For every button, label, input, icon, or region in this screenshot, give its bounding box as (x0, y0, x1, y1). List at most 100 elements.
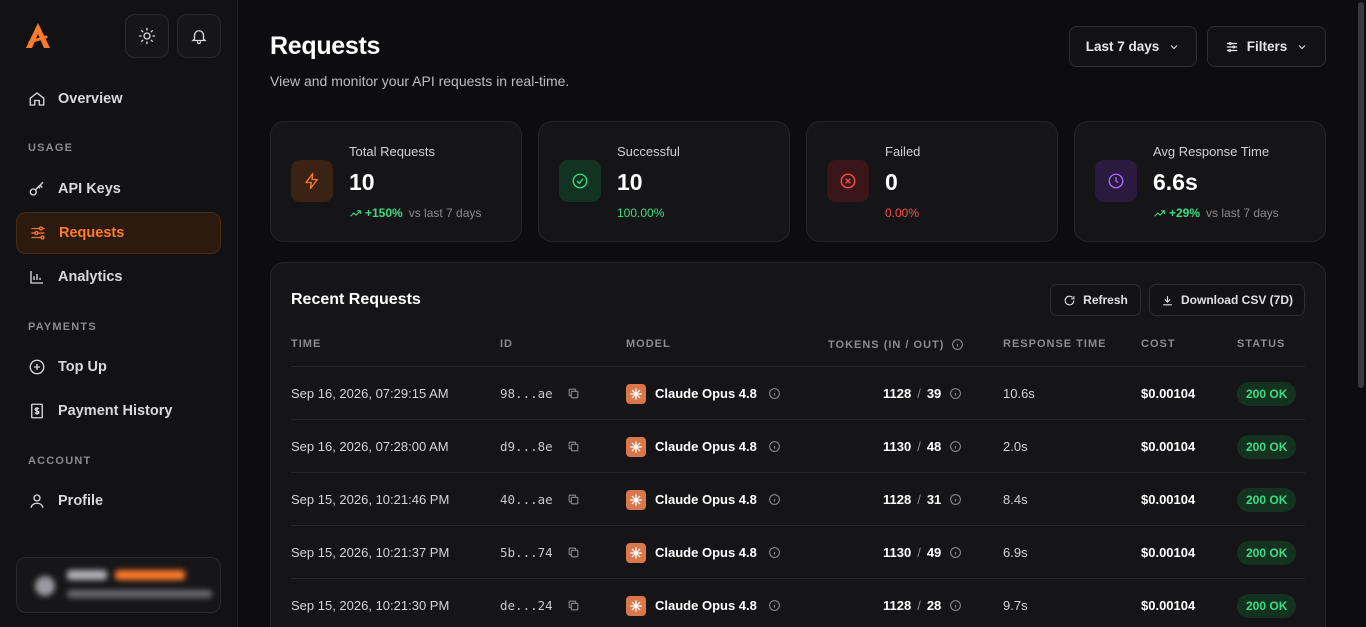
cell-cost: $0.00104 (1141, 386, 1196, 401)
stat-label: Successful (617, 144, 680, 159)
column-header-id: ID (500, 338, 513, 350)
bolt-icon (291, 160, 333, 202)
copy-icon[interactable] (567, 440, 580, 453)
stat-label: Failed (885, 144, 921, 159)
sun-icon (138, 27, 156, 45)
cell-status: 200 OK (1237, 473, 1297, 526)
refresh-label: Refresh (1083, 293, 1128, 307)
table-row[interactable]: Sep 15, 2026, 10:21:46 PM 40...ae Claude… (291, 472, 1305, 525)
info-icon[interactable] (949, 546, 962, 559)
copy-icon[interactable] (567, 599, 580, 612)
theme-toggle-button[interactable] (125, 14, 169, 58)
cell-cost: $0.00104 (1141, 545, 1196, 560)
sidebar-item-top-up[interactable]: Top Up (16, 346, 221, 388)
stat-value: 0 (885, 169, 898, 195)
column-header-tokens-label: TOKENS (IN / OUT) (828, 338, 945, 351)
copy-icon[interactable] (567, 546, 580, 559)
claude-logo-icon (626, 436, 646, 457)
column-header-status: STATUS (1237, 338, 1286, 350)
sidebar-item-profile[interactable]: Profile (16, 480, 221, 522)
logo-icon[interactable] (22, 20, 54, 52)
receipt-icon (31, 403, 43, 419)
clock-icon (1095, 160, 1137, 202)
cell-id: 5b...74 (500, 526, 580, 579)
user-menu-card[interactable] (16, 557, 221, 613)
filters-label: Filters (1246, 39, 1288, 54)
cell-id: 98...ae (500, 367, 580, 420)
sidebar-item-requests[interactable]: Requests (16, 212, 221, 254)
info-icon[interactable] (768, 599, 781, 612)
sidebar-item-api-keys[interactable]: API Keys (16, 168, 221, 210)
status-badge: 200 OK (1237, 487, 1297, 512)
cell-time: Sep 16, 2026, 07:28:00 AM (291, 439, 449, 454)
bell-icon (191, 30, 207, 45)
cell-cost: $0.00104 (1141, 598, 1196, 613)
bar-chart-icon (30, 271, 43, 284)
chevron-down-icon (1298, 44, 1306, 49)
status-badge: 200 OK (1237, 540, 1297, 565)
table-row[interactable]: Sep 16, 2026, 07:28:00 AM d9...8e Claude… (291, 419, 1305, 472)
page-subtitle: View and monitor your API requests in re… (270, 73, 570, 89)
sidebar-item-label: Payment History (58, 403, 173, 419)
cell-time: Sep 15, 2026, 10:21:30 PM (291, 598, 450, 613)
date-range-label: Last 7 days (1085, 39, 1160, 54)
copy-icon[interactable] (567, 493, 580, 506)
info-icon[interactable] (949, 599, 962, 612)
stat-card-total-requests: Total Requests 10 +150% vs last 7 days (270, 121, 522, 242)
sidebar-item-payment-history[interactable]: Payment History (16, 390, 221, 432)
date-range-select[interactable]: Last 7 days (1069, 26, 1197, 67)
cell-tokens: 1128 / 31 (883, 473, 962, 526)
stat-card-failed: Failed 0 0.00% (806, 121, 1058, 242)
tokens-out: 28 (926, 598, 942, 613)
cell-tokens: 1128 / 28 (883, 579, 962, 627)
tokens-in: 1128 (883, 386, 912, 401)
info-icon[interactable] (949, 493, 962, 506)
sidebar: Overview USAGE API Keys Requests Analyti… (0, 0, 238, 627)
sidebar-item-overview[interactable]: Overview (16, 78, 221, 120)
tokens-out: 31 (926, 492, 942, 507)
trending-up-icon (350, 209, 361, 217)
claude-logo-icon (626, 383, 646, 404)
page-scrollbar[interactable] (1358, 2, 1364, 388)
cell-id: de...24 (500, 579, 580, 627)
sidebar-item-label: Requests (59, 225, 125, 241)
cell-response-time: 10.6s (1003, 386, 1035, 401)
stat-note: vs last 7 days (408, 206, 482, 220)
info-icon[interactable] (768, 440, 781, 453)
cell-time: Sep 15, 2026, 10:21:37 PM (291, 545, 450, 560)
table-row[interactable]: Sep 15, 2026, 10:21:30 PM de...24 Claude… (291, 578, 1305, 627)
claude-logo-icon (626, 489, 646, 510)
home-icon (29, 92, 45, 106)
table-row[interactable]: Sep 16, 2026, 07:29:15 AM 98...ae Claude… (291, 366, 1305, 419)
info-icon[interactable] (949, 440, 962, 453)
model-name: Claude Opus 4.8 (655, 492, 757, 507)
tokens-out: 48 (926, 439, 942, 454)
info-icon[interactable] (949, 387, 962, 400)
chevron-down-icon (1170, 44, 1178, 49)
info-icon[interactable] (768, 546, 781, 559)
tokens-out: 39 (926, 386, 942, 401)
column-header-cost: COST (1141, 338, 1176, 350)
column-header-tokens: TOKENS (IN / OUT) (828, 338, 964, 351)
info-icon[interactable] (768, 493, 781, 506)
info-icon[interactable] (768, 387, 781, 400)
refresh-button[interactable]: Refresh (1050, 284, 1141, 316)
stat-value: 6.6s (1153, 169, 1198, 195)
status-badge: 200 OK (1237, 381, 1297, 406)
filter-sliders-icon (1226, 41, 1237, 52)
table-row[interactable]: Sep 15, 2026, 10:21:37 PM 5b...74 Claude… (291, 525, 1305, 578)
info-icon[interactable] (951, 338, 964, 351)
notifications-button[interactable] (177, 14, 221, 58)
model-name: Claude Opus 4.8 (655, 545, 757, 560)
filters-button[interactable]: Filters (1207, 26, 1326, 67)
download-label: Download CSV (7D) (1180, 293, 1293, 307)
section-label-usage: USAGE (28, 142, 74, 154)
tokens-in: 1130 (883, 545, 912, 560)
stat-delta: +150% (365, 206, 403, 220)
cell-model: Claude Opus 4.8 (626, 473, 781, 526)
sidebar-item-analytics[interactable]: Analytics (16, 256, 221, 298)
copy-icon[interactable] (567, 387, 580, 400)
cell-status: 200 OK (1237, 526, 1297, 579)
column-header-model: MODEL (626, 338, 671, 350)
download-csv-button[interactable]: Download CSV (7D) (1149, 284, 1305, 316)
